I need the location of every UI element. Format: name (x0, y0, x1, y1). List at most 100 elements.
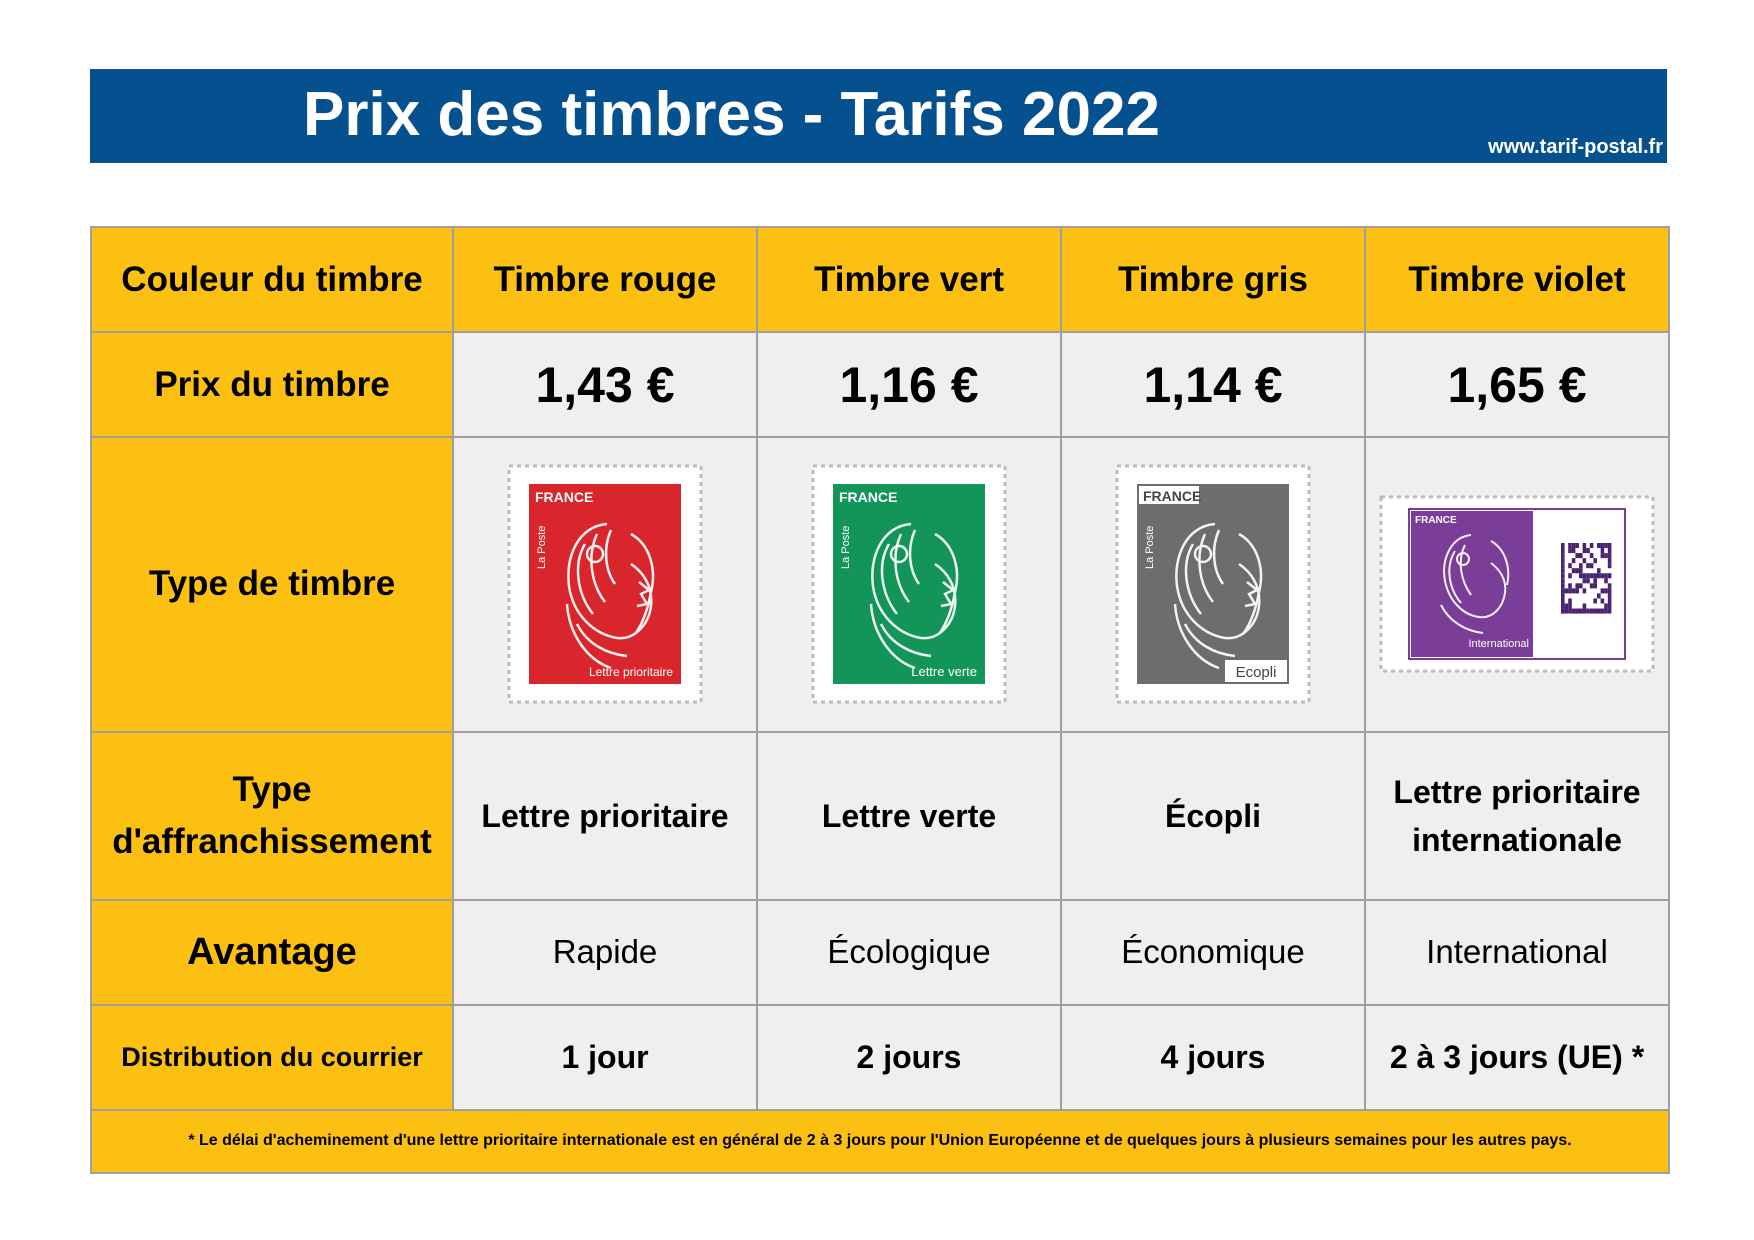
datamatrix-module (1561, 598, 1565, 604)
datamatrix-module (1561, 608, 1565, 614)
datamatrix-module (1575, 543, 1579, 549)
marianne-portrait (1440, 534, 1510, 635)
datamatrix-module (1561, 558, 1565, 564)
datamatrix-module (1568, 543, 1572, 549)
stamp-country: FRANCE (839, 489, 897, 505)
datamatrix-module (1586, 578, 1590, 584)
avantage-violet: International (1364, 898, 1670, 1006)
datamatrix-module (1604, 608, 1608, 614)
price-vert: 1,16 € (756, 331, 1062, 439)
datamatrix-module (1561, 603, 1565, 609)
datamatrix-module (1575, 583, 1579, 589)
datamatrix-module (1582, 573, 1587, 579)
datamatrix-module (1586, 548, 1590, 554)
datamatrix-module (1568, 548, 1572, 554)
datamatrix-module (1564, 603, 1569, 609)
datamatrix-module (1589, 573, 1594, 579)
table-row-note: * Le délai d'acheminement d'une lettre p… (90, 1108, 1670, 1175)
marianne-portrait (869, 523, 959, 670)
stamp-issuer: La Poste (1144, 526, 1156, 569)
datamatrix-module (1575, 553, 1579, 559)
datamatrix-module (1568, 603, 1572, 609)
datamatrix-module (1604, 543, 1608, 549)
datamatrix-code (1561, 543, 1612, 614)
datamatrix-module (1582, 588, 1587, 594)
price-rouge: 1,43 € (452, 331, 758, 439)
datamatrix-module (1582, 608, 1587, 614)
datamatrix-module (1571, 608, 1576, 614)
datamatrix-module (1589, 553, 1594, 559)
footnote: * Le délai d'acheminement d'une lettre p… (90, 1108, 1670, 1175)
datamatrix-module (1607, 608, 1612, 614)
datamatrix-module (1564, 588, 1569, 594)
datamatrix-module (1568, 573, 1572, 579)
datamatrix-module (1600, 543, 1605, 549)
row-label-affranchissement-line-2: d'affranchissement (112, 821, 432, 861)
table-row-couleur: Couleur du timbre Timbre rouge Timbre ve… (90, 225, 1670, 334)
datamatrix-module (1571, 588, 1576, 594)
datamatrix-module (1607, 583, 1612, 589)
datamatrix-module (1604, 578, 1608, 584)
marianne-grey-stamp-icon: FRANCE La Poste Ecopli (1115, 464, 1311, 704)
stamp-cell-gris: FRANCE La Poste Ecopli (1060, 436, 1366, 733)
marianne-red-stamp-icon: FRANCE La Poste Lettre prioritaire (507, 464, 703, 704)
stamp-country: FRANCE (535, 489, 593, 505)
stamp-issuer: La Poste (840, 526, 852, 569)
distribution-vert: 2 jours (756, 1003, 1062, 1111)
affranchissement-violet-line-2: internationale (1412, 821, 1622, 858)
datamatrix-module (1604, 588, 1608, 594)
datamatrix-module (1607, 558, 1612, 564)
datamatrix-module (1571, 568, 1576, 574)
tariff-table: Couleur du timbre Timbre rouge Timbre ve… (90, 225, 1670, 1175)
datamatrix-module (1607, 553, 1612, 559)
affranchissement-rouge: Lettre prioritaire (452, 730, 758, 901)
datamatrix-module (1568, 608, 1572, 614)
datamatrix-module (1607, 543, 1612, 549)
datamatrix-module (1561, 588, 1565, 594)
datamatrix-module (1579, 568, 1583, 574)
datamatrix-module (1582, 603, 1587, 609)
datamatrix-module (1597, 568, 1601, 574)
datamatrix-module (1600, 598, 1605, 604)
marianne-portrait (1173, 523, 1263, 670)
table-row-distribution: Distribution du courrier 1 jour 2 jours … (90, 1003, 1670, 1111)
distribution-violet: 2 à 3 jours (UE) * (1364, 1003, 1670, 1111)
title-banner: Prix des timbres - Tarifs 2022 www.tarif… (90, 69, 1667, 163)
datamatrix-module (1593, 573, 1597, 579)
datamatrix-module (1564, 608, 1569, 614)
datamatrix-module (1597, 573, 1601, 579)
datamatrix-module (1607, 548, 1612, 554)
row-label-prix: Prix du timbre (90, 331, 454, 439)
datamatrix-module (1586, 573, 1590, 579)
table-row-avantage: Avantage Rapide Écologique Économique In… (90, 898, 1670, 1006)
column-header-gris: Timbre gris (1060, 225, 1366, 334)
datamatrix-module (1589, 608, 1594, 614)
column-header-rouge: Timbre rouge (452, 225, 758, 334)
datamatrix-module (1579, 573, 1583, 579)
price-gris: 1,14 € (1060, 331, 1366, 439)
marianne-green-stamp-icon: FRANCE La Poste Lettre verte (811, 464, 1007, 704)
row-label-affranchissement: Type d'affranchissement (90, 730, 454, 901)
datamatrix-module (1575, 608, 1579, 614)
datamatrix-module (1607, 603, 1612, 609)
datamatrix-module (1604, 573, 1608, 579)
affranchissement-violet: Lettre prioritaire internationale (1364, 730, 1670, 901)
datamatrix-module (1582, 548, 1587, 554)
stamp-cell-vert: FRANCE La Poste Lettre verte (756, 436, 1062, 733)
datamatrix-module (1582, 558, 1587, 564)
datamatrix-module (1589, 543, 1594, 549)
datamatrix-module (1571, 558, 1576, 564)
datamatrix-module (1600, 588, 1605, 594)
datamatrix-module (1607, 588, 1612, 594)
row-label-type: Type de timbre (90, 436, 454, 733)
datamatrix-module (1579, 563, 1583, 569)
datamatrix-module (1568, 598, 1572, 604)
datamatrix-module (1571, 548, 1576, 554)
datamatrix-module (1597, 608, 1601, 614)
datamatrix-module (1575, 588, 1579, 594)
datamatrix-module (1593, 583, 1597, 589)
datamatrix-module (1575, 568, 1579, 574)
datamatrix-module (1561, 543, 1565, 549)
datamatrix-module (1568, 583, 1572, 589)
table-row-affranchissement: Type d'affranchissement Lettre prioritai… (90, 730, 1670, 901)
